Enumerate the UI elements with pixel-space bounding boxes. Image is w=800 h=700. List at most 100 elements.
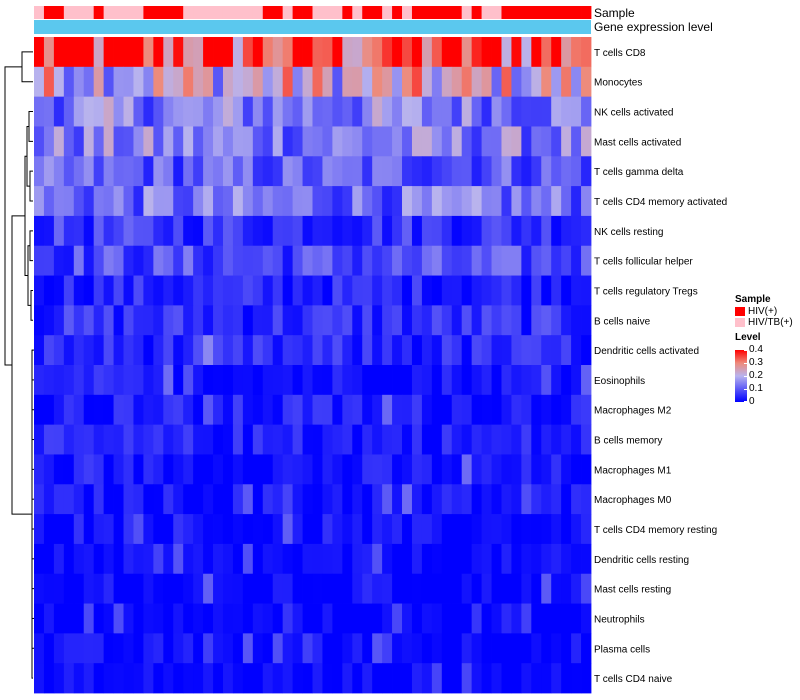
heatmap-cell (292, 335, 303, 366)
heatmap-cell (63, 484, 75, 515)
heatmap-cell (471, 245, 482, 276)
heatmap-cell (411, 663, 423, 694)
heatmap-cell (521, 633, 532, 664)
heatmap-cell (103, 37, 114, 68)
heatmap-cell (551, 275, 562, 306)
heatmap-cell (173, 156, 184, 187)
heatmap-cell (382, 573, 393, 604)
heatmap-cell (143, 663, 154, 694)
heatmap-cell (372, 394, 383, 426)
heatmap-cell (581, 305, 592, 336)
heatmap-cell (232, 603, 244, 634)
heatmap-cell (342, 335, 353, 366)
heatmap-cell (342, 573, 353, 604)
heatmap-cell (272, 66, 284, 98)
heatmap-cell (252, 305, 264, 336)
sample-annotation-cell (282, 6, 294, 19)
heatmap-cell (471, 394, 482, 426)
heatmap-cell (352, 156, 363, 187)
heatmap-cell (571, 365, 582, 396)
heatmap-cell (451, 484, 463, 515)
heatmap-cell (123, 394, 134, 426)
sample-annotation-cell (73, 6, 85, 19)
heatmap-cell (441, 215, 453, 247)
heatmap-cell (133, 633, 144, 664)
heatmap-cell (421, 543, 433, 575)
heatmap-cell (561, 603, 572, 634)
heatmap-cell (342, 484, 353, 515)
heatmap-cell (491, 96, 502, 127)
heatmap-cell (153, 66, 164, 98)
heatmap-cell (521, 603, 532, 634)
heatmap-cell (272, 543, 284, 575)
heatmap-cell (103, 126, 114, 157)
heatmap-cell (352, 305, 363, 336)
heatmap-cell (581, 126, 592, 157)
heatmap-cell (382, 66, 393, 98)
heatmap-cell (431, 305, 443, 336)
heatmap-cell (203, 484, 214, 515)
heatmap-cell (63, 514, 75, 545)
heatmap-cell (34, 365, 45, 396)
heatmap-cell (262, 186, 274, 217)
heatmap-cell (382, 96, 393, 127)
heatmap-cell (491, 454, 502, 485)
heatmap-cell (53, 454, 65, 485)
heatmap-cell (203, 573, 214, 604)
heatmap-cell (322, 126, 333, 157)
heatmap-cell (461, 126, 473, 157)
heatmap-cell (571, 335, 582, 366)
dendrogram-branch (29, 230, 33, 262)
heatmap-cell (123, 543, 134, 575)
heatmap-cell (411, 245, 423, 276)
heatmap-cell (402, 663, 413, 694)
heatmap-cell (411, 96, 423, 127)
heatmap-cell (561, 305, 572, 336)
heatmap-cell (292, 37, 303, 68)
heatmap-cell (183, 37, 194, 68)
heatmap-cell (282, 633, 294, 664)
heatmap-cell (272, 663, 284, 694)
heatmap-cell (163, 484, 174, 515)
heatmap-cell (153, 37, 164, 68)
heatmap-cell (113, 573, 124, 604)
heatmap-cell (352, 275, 363, 306)
heatmap-cell (93, 66, 105, 98)
heatmap-cell (491, 305, 502, 336)
heatmap-cell (203, 66, 214, 98)
heatmap-cell (332, 663, 343, 694)
sample-annotation-cell (382, 6, 393, 19)
heatmap-cell (43, 663, 55, 694)
heatmap-cell (372, 633, 383, 664)
heatmap-cell (421, 424, 433, 455)
heatmap-cell (571, 96, 582, 127)
heatmap-cell (421, 215, 433, 247)
heatmap-cell (83, 484, 95, 515)
heatmap-cell (103, 543, 114, 575)
heatmap-cell (73, 514, 85, 545)
heatmap-cell (392, 96, 403, 127)
heatmap-cell (173, 454, 184, 485)
heatmap-cell (571, 305, 582, 336)
heatmap-cell (441, 335, 453, 366)
heatmap-cell (262, 484, 274, 515)
heatmap-cell (332, 603, 343, 634)
heatmap-cell (561, 335, 572, 366)
heatmap-cell (163, 275, 174, 306)
heatmap-cell (232, 543, 244, 575)
heatmap-cell (292, 573, 303, 604)
heatmap-cell (153, 126, 164, 157)
heatmap-cell (232, 156, 244, 187)
heatmap-cell (312, 66, 323, 98)
heatmap-cell (461, 305, 473, 336)
heatmap-cell (491, 37, 502, 68)
heatmap-cell (342, 633, 353, 664)
heatmap-cell (421, 305, 433, 336)
heatmap-cell (491, 156, 502, 187)
heatmap-cell (83, 335, 95, 366)
heatmap-cell (242, 603, 254, 634)
heatmap-cell (571, 573, 582, 604)
heatmap-cell (491, 663, 502, 694)
heatmap-cell (471, 156, 482, 187)
heatmap-cell (382, 484, 393, 515)
